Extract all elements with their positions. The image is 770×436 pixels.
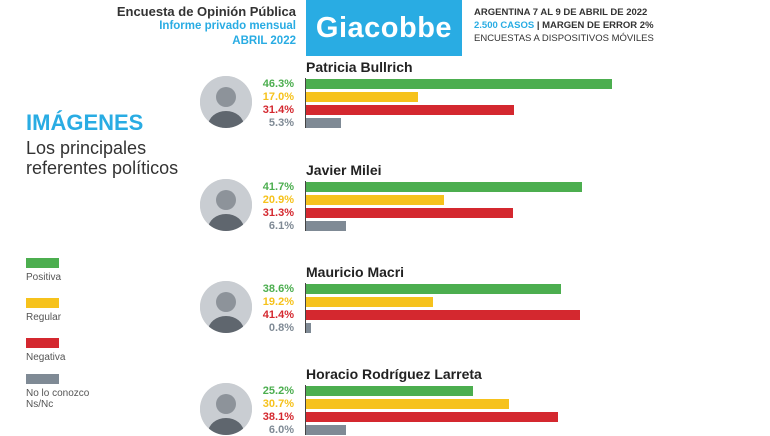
bar-regular (306, 297, 433, 307)
bar-no (306, 221, 346, 231)
report-type: Informe privado mensual (159, 20, 296, 32)
bar-negativa (306, 105, 514, 115)
legend-swatch (26, 298, 59, 308)
survey-header: Encuesta de Opinión Pública Informe priv… (100, 4, 296, 49)
politician-name: Javier Milei (306, 162, 382, 178)
legend-label: Regular (26, 312, 62, 323)
legend-item: Positiva (26, 258, 176, 283)
value-label: 20.9% (262, 194, 294, 206)
bar-no (306, 118, 341, 128)
value-label: 6.1% (268, 220, 294, 232)
legend-item: No lo conozco Ns/Nc (26, 374, 176, 410)
politician-name: Horacio Rodríguez Larreta (306, 366, 482, 382)
bar-negativa (306, 310, 580, 320)
survey-margin: | MARGEN DE ERROR 2% (536, 20, 654, 31)
value-label: 41.4% (262, 309, 294, 321)
section-title: IMÁGENES (26, 110, 144, 135)
value-label: 41.7% (262, 181, 294, 193)
value-label: 25.2% (262, 385, 294, 397)
bar-axis (305, 385, 306, 435)
value-label: 46.3% (262, 78, 294, 90)
section-subtitle: Los principales referentes políticos (26, 138, 179, 178)
survey-title: Encuesta de Opinión Pública (116, 4, 296, 19)
legend-swatch (26, 374, 59, 384)
legend-item: Regular (26, 298, 176, 323)
politician-photo (200, 179, 252, 231)
survey-method: ENCUESTAS A DISPOSITIVOS MÓVILES (474, 33, 654, 44)
survey-details: ARGENTINA 7 AL 9 DE ABRIL DE 2022 2.500 … (474, 6, 764, 45)
bar-axis (305, 181, 306, 231)
politician-photo (200, 281, 252, 333)
bar-positiva (306, 79, 612, 89)
value-label: 5.3% (268, 117, 294, 129)
bar-regular (306, 92, 418, 102)
value-label: 38.1% (262, 411, 294, 423)
brand-name: Giacobbe (315, 11, 453, 44)
bar-negativa (306, 208, 513, 218)
bar-positiva (306, 284, 561, 294)
value-label: 38.6% (262, 283, 294, 295)
survey-cases: 2.500 CASOS (474, 20, 535, 31)
bar-no (306, 425, 346, 435)
bar-no (306, 323, 311, 333)
value-label: 31.3% (262, 207, 294, 219)
legend-swatch (26, 258, 59, 268)
bar-positiva (306, 386, 473, 396)
politician-photo (200, 383, 252, 435)
legend-label: Positiva (26, 272, 62, 283)
value-label: 6.0% (268, 424, 294, 436)
brand-logo: Giacobbe (306, 0, 462, 56)
politician-photo (200, 76, 252, 128)
value-label: 19.2% (262, 296, 294, 308)
bar-regular (306, 399, 509, 409)
bar-axis (305, 78, 306, 128)
legend-label: No lo conozco Ns/Nc (26, 388, 90, 410)
value-label: 17.0% (262, 91, 294, 103)
report-period: ABRIL 2022 (232, 35, 296, 47)
value-label: 30.7% (262, 398, 294, 410)
legend-swatch (26, 338, 59, 348)
survey-country-dates: ARGENTINA 7 AL 9 DE ABRIL DE 2022 (474, 7, 648, 18)
value-label: 31.4% (262, 104, 294, 116)
bar-regular (306, 195, 444, 205)
value-label: 0.8% (268, 322, 294, 334)
legend-item: Negativa (26, 338, 176, 363)
bar-positiva (306, 182, 582, 192)
bar-axis (305, 283, 306, 333)
legend-label: Negativa (26, 352, 66, 363)
bar-negativa (306, 412, 558, 422)
politician-name: Patricia Bullrich (306, 59, 413, 75)
politician-name: Mauricio Macri (306, 264, 405, 280)
